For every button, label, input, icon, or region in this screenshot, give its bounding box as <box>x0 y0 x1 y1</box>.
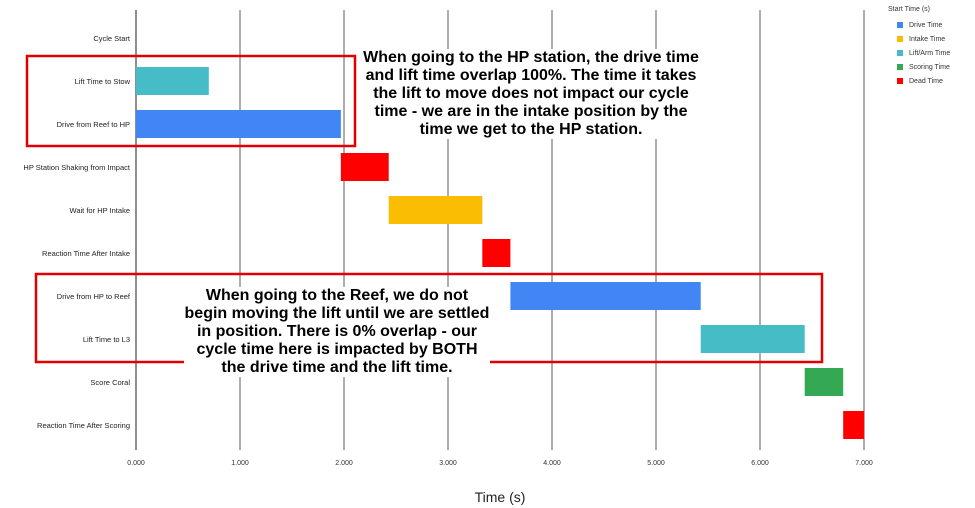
x-tick-label: 3.000 <box>439 460 457 467</box>
task-label: Drive from HP to Reef <box>57 292 131 301</box>
task-label: Drive from Reef to HP <box>57 120 130 129</box>
task-labels: Cycle Start Lift Time to Stow Drive from R… <box>23 34 131 430</box>
legend-label: Drive Time <box>909 21 943 29</box>
legend-swatch <box>897 50 903 56</box>
legend-swatch <box>897 64 903 70</box>
x-tick-label: 4.000 <box>543 460 561 467</box>
legend-swatch <box>897 36 903 42</box>
x-tick-label: 1.000 <box>231 460 249 467</box>
legend-label: Dead Time <box>909 77 943 85</box>
annotation-hp-station: When going to the HP station, the drive … <box>362 49 700 139</box>
task-bar <box>510 282 701 310</box>
task-bar <box>340 153 389 181</box>
legend-item-intake-time: Intake Time <box>888 32 972 46</box>
x-tick-labels: 0.000 1.000 2.000 3.000 4.000 5.000 6.000 7.000 <box>127 460 873 467</box>
task-label: Lift Time to L3 <box>83 335 130 344</box>
x-axis-label: Time (s) <box>475 489 526 505</box>
task-label: Reaction Time After Intake <box>42 249 130 258</box>
task-label: HP Station Shaking from Impact <box>23 163 130 172</box>
x-tick-label: 5.000 <box>647 460 665 467</box>
legend-item-drive-time: Drive Time <box>888 18 972 32</box>
legend-item-lift-arm-time: Lift/Arm Time <box>888 46 972 60</box>
legend-label: Lift/Arm Time <box>909 49 951 57</box>
task-bar <box>700 325 805 353</box>
task-label: Lift Time to Stow <box>75 77 131 86</box>
x-tick-label: 0.000 <box>127 460 145 467</box>
legend-swatch <box>897 78 903 84</box>
legend-title: Start Time (s) <box>888 6 931 13</box>
task-bar <box>843 411 864 439</box>
annotation-reef: When going to the Reef, we do not begin … <box>184 287 490 377</box>
task-label: Cycle Start <box>93 34 131 43</box>
legend: Start Time (s) Drive Time Intake Time Li… <box>888 6 972 88</box>
task-bar <box>482 239 511 267</box>
x-tick-label: 6.000 <box>751 460 769 467</box>
legend-label: Scoring Time <box>909 63 950 71</box>
task-label: Score Coral <box>90 378 130 387</box>
highlight-box-hp <box>25 54 357 148</box>
task-label: Wait for HP Intake <box>70 206 130 215</box>
task-bar <box>804 368 844 396</box>
legend-label: Intake Time <box>909 35 946 43</box>
task-bar <box>388 196 483 224</box>
task-bars <box>136 67 864 439</box>
legend-item-dead-time: Dead Time <box>888 74 972 88</box>
legend-item-scoring-time: Scoring Time <box>888 60 972 74</box>
task-bar <box>136 67 209 95</box>
legend-swatch <box>897 22 903 28</box>
task-bar <box>136 110 341 138</box>
x-tick-label: 7.000 <box>855 460 873 467</box>
x-tick-label: 2.000 <box>335 460 353 467</box>
task-label: Reaction Time After Scoring <box>37 421 130 430</box>
